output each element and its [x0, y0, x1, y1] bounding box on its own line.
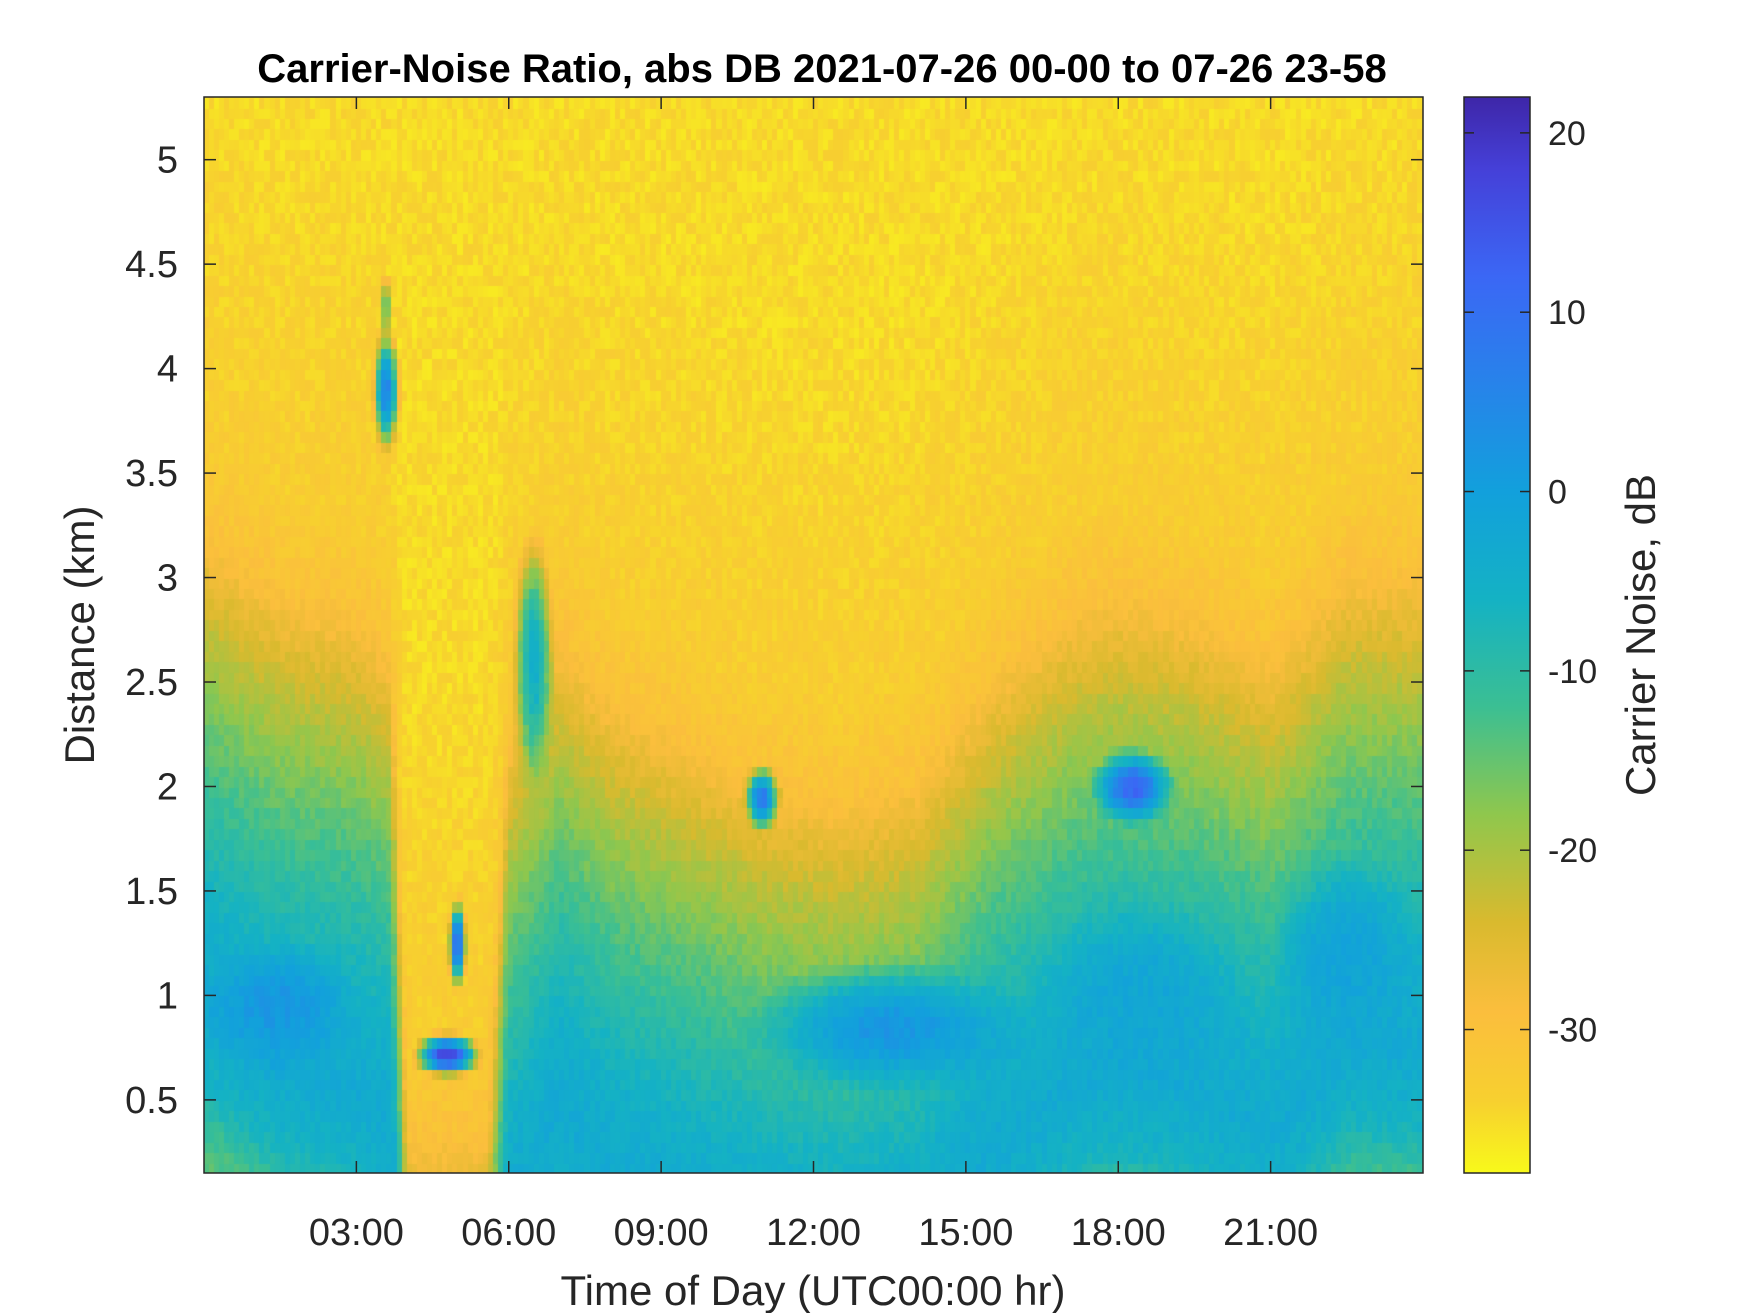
x-tick-label: 06:00 — [461, 1212, 556, 1254]
x-axis-label: Time of Day (UTC00:00 hr) — [561, 1267, 1066, 1313]
y-tick-label: 1 — [157, 975, 178, 1017]
y-tick-label: 2 — [157, 766, 178, 808]
colorbar-frame — [1463, 96, 1531, 1174]
x-tick-label: 12:00 — [766, 1212, 861, 1254]
y-tick-label: 0.5 — [125, 1080, 178, 1122]
colorbar-tick-label: 0 — [1548, 474, 1567, 512]
colorbar-tick-label: -10 — [1548, 653, 1597, 691]
x-tick-label: 03:00 — [309, 1212, 404, 1254]
y-axis-label: Distance (km) — [56, 505, 103, 764]
x-tick-label: 18:00 — [1071, 1212, 1166, 1254]
y-tick-label: 4.5 — [125, 244, 178, 286]
y-tick-label: 2.5 — [125, 662, 178, 704]
colorbar-label: Carrier Noise, dB — [1617, 474, 1664, 796]
chart-title: Carrier-Noise Ratio, abs DB 2021-07-26 0… — [257, 47, 1386, 91]
colorbar-gradient — [1464, 97, 1530, 1173]
heatmap-image — [204, 97, 1423, 1173]
colorbar-ticks: 20 10 0 -10 -20 -30 — [1464, 115, 1597, 1050]
y-tick-label: 1.5 — [125, 871, 178, 913]
x-tick-label: 21:00 — [1223, 1212, 1318, 1254]
x-tick-label: 15:00 — [918, 1212, 1013, 1254]
colorbar-tick-label: -30 — [1548, 1012, 1597, 1050]
y-tick-label: 3 — [157, 558, 178, 600]
x-tick-label: 09:00 — [614, 1212, 709, 1254]
colorbar-tick-label: 20 — [1548, 115, 1586, 153]
x-axis-ticks: 03:00 06:00 09:00 12:00 15:00 18:00 21:00 — [309, 97, 1318, 1254]
plot-area — [203, 96, 1424, 1174]
y-axis-ticks: 0.5 1 1.5 2 2.5 3 3.5 4 4.5 5 — [125, 140, 1423, 1122]
y-tick-label: 5 — [157, 140, 178, 182]
y-tick-label: 4 — [157, 349, 178, 391]
colorbar-tick-label: 10 — [1548, 294, 1586, 332]
colorbar-tick-label: -20 — [1548, 832, 1597, 870]
colorbar: 20 10 0 -10 -20 -30 Carrier Noise, dB — [1463, 96, 1664, 1174]
y-tick-label: 3.5 — [125, 453, 178, 495]
heatmap-canvas-container — [204, 97, 1423, 1173]
